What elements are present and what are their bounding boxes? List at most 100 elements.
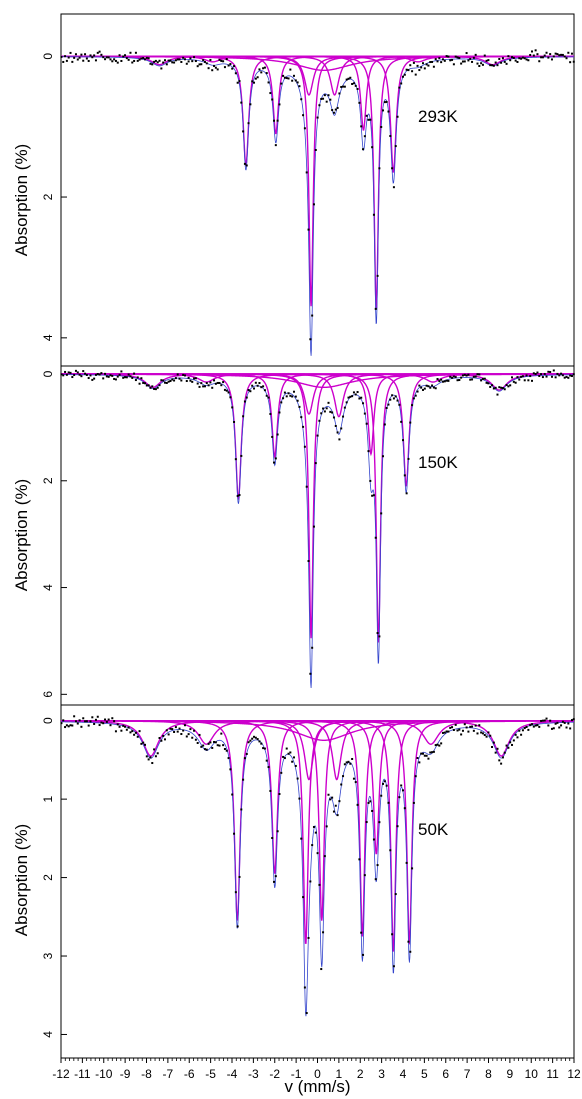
data-point xyxy=(213,379,216,382)
data-point xyxy=(289,394,292,397)
data-point xyxy=(94,718,97,721)
data-point xyxy=(222,381,225,384)
data-point xyxy=(363,412,366,415)
data-point xyxy=(372,213,375,216)
data-point xyxy=(400,784,403,787)
data-point xyxy=(421,752,424,755)
data-point xyxy=(176,730,179,733)
data-point xyxy=(425,384,428,387)
data-point xyxy=(403,474,406,477)
data-point xyxy=(496,393,499,396)
data-point xyxy=(263,389,266,392)
data-point xyxy=(394,395,397,398)
data-point xyxy=(329,410,332,413)
data-point xyxy=(71,376,74,379)
data-point xyxy=(82,370,85,373)
data-point xyxy=(427,64,430,67)
data-point xyxy=(347,77,350,80)
data-point xyxy=(160,739,163,742)
data-point xyxy=(487,382,490,385)
data-point xyxy=(367,450,370,453)
data-point xyxy=(431,751,434,754)
data-point xyxy=(82,717,85,720)
data-point xyxy=(320,412,323,415)
data-point xyxy=(402,75,404,78)
data-point xyxy=(552,55,555,58)
data-point xyxy=(469,378,472,381)
data-point xyxy=(203,60,206,63)
data-point xyxy=(256,384,259,387)
data-point xyxy=(447,379,450,382)
data-point xyxy=(245,752,248,755)
data-point xyxy=(231,67,234,70)
data-point xyxy=(387,801,390,804)
data-point xyxy=(249,390,252,393)
data-point xyxy=(512,739,515,742)
data-point xyxy=(307,560,310,563)
data-point xyxy=(80,725,83,728)
data-point xyxy=(282,755,285,758)
data-point xyxy=(550,375,553,378)
data-point xyxy=(73,56,76,59)
data-point xyxy=(465,726,468,729)
data-point xyxy=(218,381,221,384)
data-point xyxy=(323,855,326,858)
data-point xyxy=(530,723,533,726)
x-tick-label: -2 xyxy=(269,1067,280,1081)
data-point xyxy=(541,719,544,722)
data-point xyxy=(478,65,481,68)
data-point xyxy=(165,729,168,732)
data-point xyxy=(65,373,68,376)
data-point xyxy=(503,388,506,391)
data-point xyxy=(114,378,117,381)
data-point xyxy=(383,101,386,104)
data-point xyxy=(171,61,174,64)
data-point xyxy=(65,59,68,62)
data-point xyxy=(329,798,332,801)
data-point xyxy=(138,58,141,61)
data-point xyxy=(392,965,395,968)
data-point xyxy=(227,64,230,67)
data-point xyxy=(187,60,190,63)
data-point xyxy=(240,101,243,104)
data-point xyxy=(174,726,177,729)
data-point xyxy=(302,425,305,428)
data-point xyxy=(445,379,448,382)
data-point xyxy=(183,724,186,727)
data-point xyxy=(89,720,92,723)
data-point xyxy=(432,65,435,68)
data-point xyxy=(458,379,461,382)
data-point xyxy=(478,724,481,727)
data-point xyxy=(258,68,261,71)
data-point xyxy=(414,73,417,76)
data-point xyxy=(331,109,334,112)
data-point xyxy=(231,406,234,409)
data-point xyxy=(511,743,514,746)
x-tick-label: -5 xyxy=(205,1067,216,1081)
data-point xyxy=(445,730,448,733)
data-point xyxy=(360,396,363,399)
data-point xyxy=(498,759,501,762)
data-point xyxy=(169,380,172,383)
data-point xyxy=(311,646,314,649)
data-point xyxy=(89,54,92,57)
data-point xyxy=(429,61,432,64)
data-point xyxy=(534,373,537,376)
data-point xyxy=(311,844,314,847)
data-point xyxy=(362,402,365,405)
data-point xyxy=(193,729,196,732)
data-point xyxy=(436,60,439,63)
data-point xyxy=(543,54,546,57)
data-point xyxy=(312,525,315,528)
data-point xyxy=(549,370,552,373)
data-point xyxy=(180,379,183,382)
data-point xyxy=(216,744,219,747)
data-point xyxy=(554,376,557,379)
data-point xyxy=(496,64,499,67)
data-point xyxy=(85,57,88,60)
data-point xyxy=(129,51,132,54)
data-point xyxy=(351,82,354,85)
data-point xyxy=(125,728,128,731)
data-point xyxy=(283,76,286,79)
data-point xyxy=(98,373,101,376)
